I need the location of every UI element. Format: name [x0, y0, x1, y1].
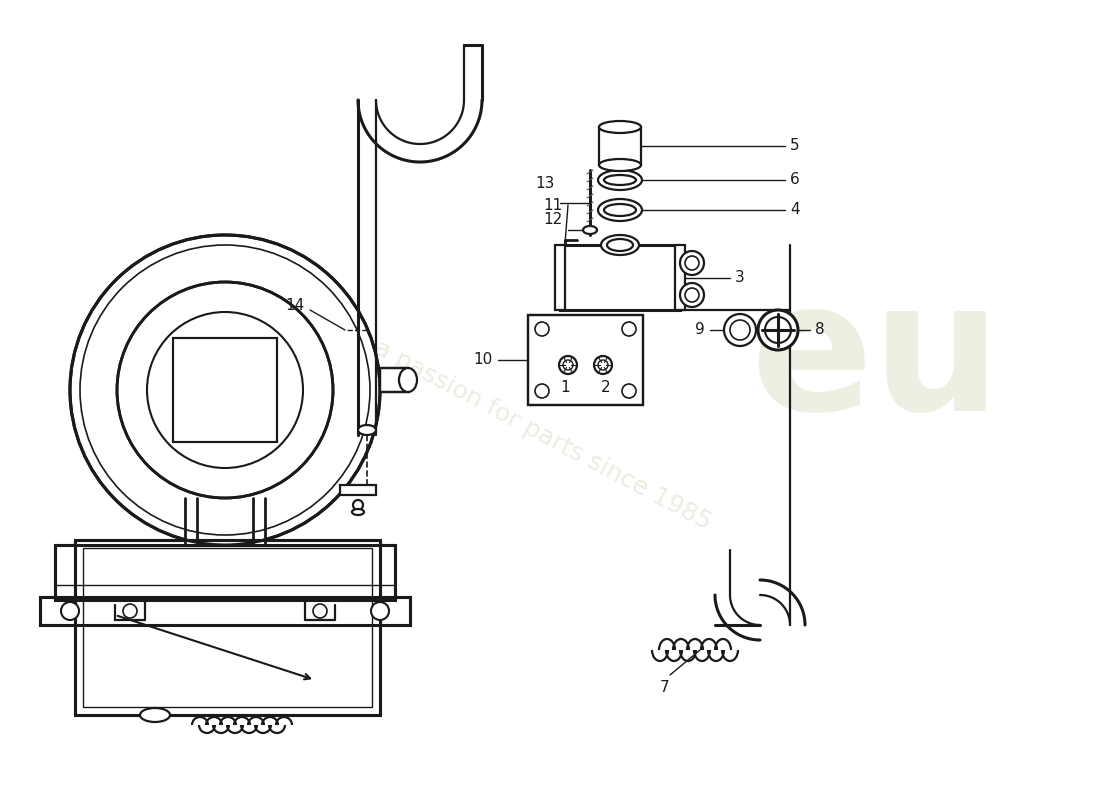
Bar [40, 597, 410, 625]
Text: 5: 5 [790, 138, 800, 154]
Circle shape [535, 322, 549, 336]
Circle shape [758, 310, 798, 350]
Ellipse shape [598, 199, 642, 221]
Text: 12: 12 [543, 213, 563, 227]
Text: 4: 4 [790, 202, 800, 218]
Text: 2: 2 [602, 379, 610, 394]
Text: 14: 14 [285, 298, 305, 313]
Text: a passion for parts since 1985: a passion for parts since 1985 [370, 336, 715, 535]
Circle shape [621, 322, 636, 336]
Ellipse shape [358, 425, 376, 435]
Ellipse shape [604, 204, 636, 216]
Ellipse shape [583, 226, 597, 234]
Circle shape [70, 235, 380, 545]
Ellipse shape [601, 235, 639, 255]
Text: eu: eu [750, 272, 1001, 448]
Circle shape [117, 282, 333, 498]
Ellipse shape [604, 175, 636, 185]
Circle shape [60, 602, 79, 620]
Ellipse shape [607, 239, 632, 251]
Circle shape [371, 602, 389, 620]
Text: 7: 7 [660, 680, 670, 695]
Bar [40, 597, 410, 625]
Circle shape [594, 356, 612, 374]
Text: 8: 8 [815, 322, 825, 338]
Bar [173, 338, 277, 442]
Ellipse shape [600, 121, 641, 133]
Text: 13: 13 [536, 175, 556, 190]
Bar [379, 368, 408, 392]
Bar [675, 245, 685, 310]
Circle shape [535, 384, 549, 398]
Ellipse shape [140, 708, 170, 722]
Bar [379, 368, 408, 392]
Bar [528, 315, 644, 405]
Bar [75, 540, 380, 715]
Circle shape [123, 604, 138, 618]
Bar [55, 545, 395, 600]
Circle shape [353, 500, 363, 510]
Ellipse shape [680, 283, 704, 307]
Bar [75, 540, 380, 715]
Bar [173, 338, 277, 442]
Bar [82, 548, 372, 707]
Text: 6: 6 [790, 173, 800, 187]
Circle shape [724, 314, 756, 346]
Circle shape [621, 384, 636, 398]
Bar [528, 315, 644, 405]
Text: 3: 3 [735, 270, 745, 286]
Text: 9: 9 [695, 322, 705, 338]
Bar [556, 245, 565, 310]
Text: 1: 1 [560, 379, 570, 394]
Bar [340, 485, 376, 495]
Ellipse shape [352, 509, 364, 515]
Bar [55, 545, 395, 600]
Circle shape [314, 604, 327, 618]
Ellipse shape [598, 170, 642, 190]
Ellipse shape [680, 251, 704, 275]
Ellipse shape [600, 159, 641, 171]
Bar [600, 127, 641, 165]
Bar [560, 245, 680, 310]
Text: 11: 11 [543, 198, 563, 213]
Ellipse shape [399, 368, 417, 392]
Text: 10: 10 [474, 353, 493, 367]
Circle shape [559, 356, 578, 374]
